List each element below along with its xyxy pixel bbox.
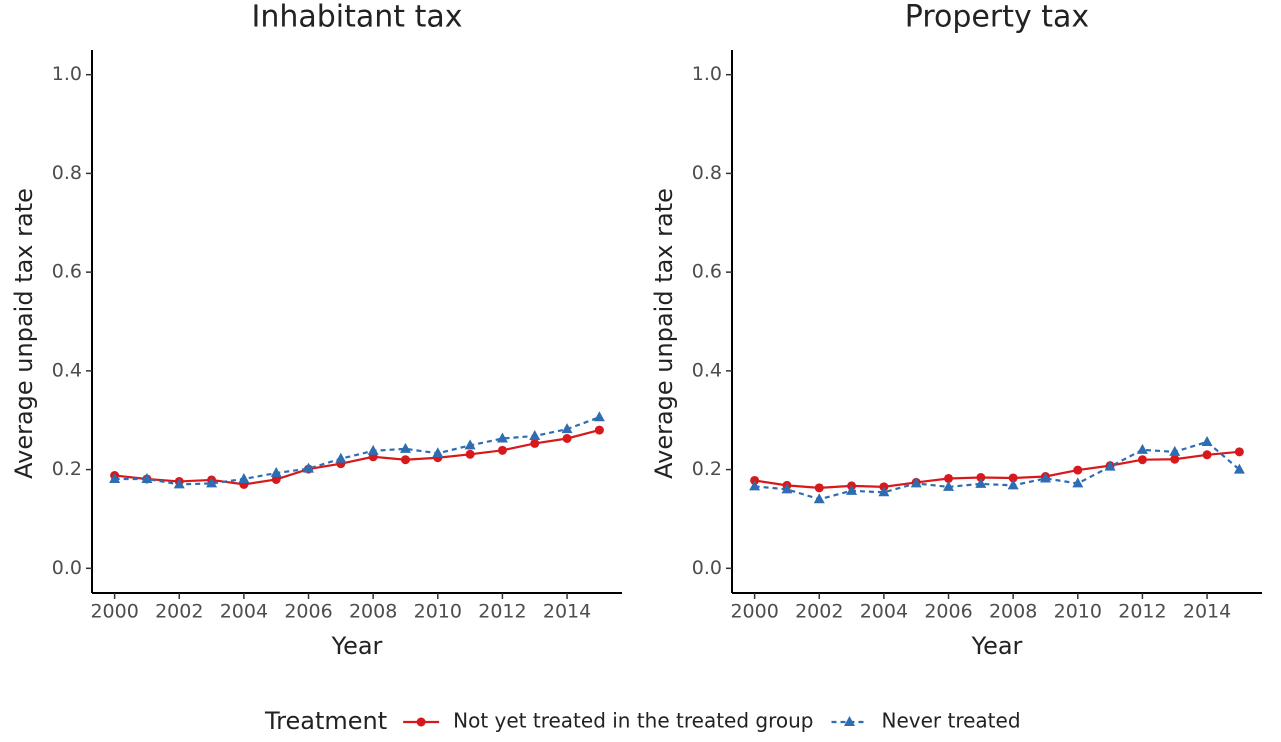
y-axis-label: Average unpaid tax rate bbox=[650, 188, 678, 479]
series-line bbox=[114, 416, 600, 486]
series-line bbox=[754, 450, 1240, 489]
marker bbox=[173, 478, 185, 489]
x-axis-label: Year bbox=[971, 632, 1023, 660]
x-tick-label: 2010 bbox=[1054, 601, 1102, 623]
marker bbox=[814, 483, 824, 493]
x-tick-label: 2000 bbox=[90, 601, 138, 623]
marker bbox=[944, 473, 954, 483]
marker bbox=[270, 467, 282, 478]
marker bbox=[594, 425, 604, 435]
x-tick-label: 2014 bbox=[1183, 601, 1231, 623]
x-tick-label: 2004 bbox=[220, 601, 268, 623]
marker bbox=[416, 717, 426, 727]
marker bbox=[846, 484, 858, 495]
marker bbox=[1007, 479, 1019, 490]
x-tick-label: 2012 bbox=[1118, 601, 1166, 623]
marker bbox=[497, 445, 507, 455]
y-axis-label: Average unpaid tax rate bbox=[10, 188, 38, 479]
marker bbox=[271, 474, 281, 484]
marker bbox=[335, 452, 347, 463]
marker bbox=[303, 462, 315, 473]
marker bbox=[943, 480, 955, 491]
marker bbox=[1072, 477, 1084, 488]
x-tick-label: 2008 bbox=[349, 601, 397, 623]
marker bbox=[529, 430, 541, 441]
marker bbox=[593, 411, 605, 422]
marker bbox=[238, 472, 250, 483]
y-tick-label: 1.0 bbox=[692, 63, 722, 85]
marker bbox=[1169, 445, 1181, 456]
marker bbox=[1136, 443, 1148, 454]
marker bbox=[367, 444, 379, 455]
marker bbox=[844, 716, 855, 726]
marker bbox=[562, 433, 572, 443]
x-tick-label: 2002 bbox=[155, 601, 203, 623]
marker bbox=[975, 477, 987, 488]
legend-title: Treatment bbox=[264, 707, 387, 735]
x-tick-label: 2010 bbox=[414, 601, 462, 623]
y-tick-label: 0.0 bbox=[692, 557, 722, 579]
marker bbox=[1137, 455, 1147, 465]
marker bbox=[561, 423, 573, 434]
marker bbox=[976, 472, 986, 482]
series-line bbox=[754, 440, 1241, 501]
y-tick-label: 0.2 bbox=[692, 458, 722, 480]
series-line bbox=[114, 429, 600, 486]
marker bbox=[781, 483, 793, 494]
y-tick-label: 0.2 bbox=[52, 458, 82, 480]
marker bbox=[910, 477, 922, 488]
y-tick-label: 0.6 bbox=[692, 261, 722, 283]
x-tick-label: 2014 bbox=[543, 601, 591, 623]
y-tick-label: 1.0 bbox=[52, 63, 82, 85]
marker bbox=[1008, 473, 1018, 483]
marker bbox=[530, 438, 540, 448]
legend-label: Never treated bbox=[882, 709, 1021, 733]
marker bbox=[464, 439, 476, 450]
marker bbox=[1170, 454, 1180, 464]
marker bbox=[141, 472, 153, 483]
marker bbox=[1234, 447, 1244, 457]
y-tick-label: 0.4 bbox=[52, 359, 82, 381]
x-axis-label: Year bbox=[331, 632, 383, 660]
x-tick-label: 2008 bbox=[989, 601, 1037, 623]
x-tick-label: 2002 bbox=[795, 601, 843, 623]
marker bbox=[206, 477, 218, 488]
marker bbox=[813, 493, 825, 504]
marker bbox=[1233, 463, 1245, 474]
marker bbox=[1039, 472, 1051, 483]
marker bbox=[432, 447, 444, 458]
marker bbox=[465, 449, 475, 459]
marker bbox=[109, 472, 121, 483]
marker bbox=[496, 432, 508, 443]
marker bbox=[878, 486, 890, 497]
y-tick-label: 0.0 bbox=[52, 557, 82, 579]
legend-label: Not yet treated in the treated group bbox=[453, 709, 813, 733]
y-tick-label: 0.4 bbox=[692, 359, 722, 381]
marker bbox=[1104, 460, 1116, 471]
y-tick-label: 0.8 bbox=[692, 162, 722, 184]
x-tick-label: 2004 bbox=[860, 601, 908, 623]
panel-title: Inhabitant tax bbox=[252, 0, 463, 35]
marker bbox=[399, 442, 411, 453]
x-tick-label: 2006 bbox=[924, 601, 972, 623]
x-tick-label: 2006 bbox=[284, 601, 332, 623]
panel-title: Property tax bbox=[905, 0, 1089, 35]
x-tick-label: 2012 bbox=[478, 601, 526, 623]
marker bbox=[749, 480, 761, 491]
y-tick-label: 0.8 bbox=[52, 162, 82, 184]
y-tick-label: 0.6 bbox=[52, 261, 82, 283]
x-tick-label: 2000 bbox=[730, 601, 778, 623]
marker bbox=[1202, 450, 1212, 460]
marker bbox=[400, 455, 410, 465]
marker bbox=[1073, 465, 1083, 475]
marker bbox=[1201, 435, 1213, 446]
